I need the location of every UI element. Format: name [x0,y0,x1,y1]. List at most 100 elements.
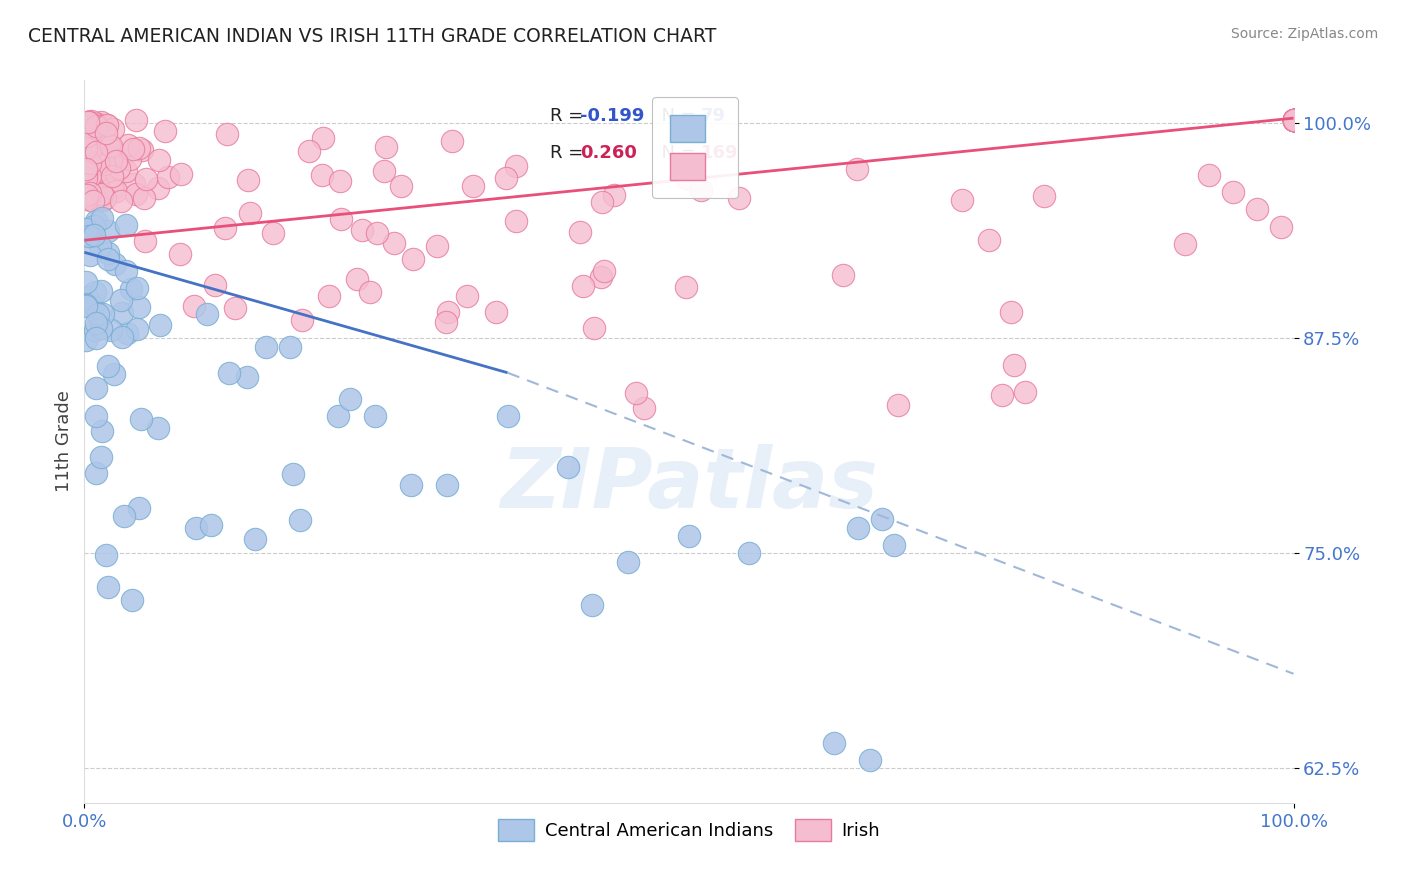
Point [84,147,107,161]
Point [100,153,122,167]
Point [1014,384,1036,399]
Point [89,117,111,131]
Point [79,229,101,244]
Point [1282,112,1305,127]
Point [86,331,108,345]
Point [589,269,612,284]
Point [100,323,122,337]
Point [859,753,882,767]
Point [426,239,449,253]
Point [846,520,869,534]
Point [243,532,266,546]
Point [262,227,284,241]
Point [111,306,134,320]
Point [155,123,177,137]
Point [75,121,97,136]
Point [115,264,138,278]
Text: R =: R = [550,144,589,161]
Point [236,370,259,384]
Point [75,275,97,289]
Point [1246,202,1268,217]
Point [1282,112,1305,127]
Point [82,185,104,199]
Point [1000,304,1022,318]
Point [103,367,125,381]
Point [84,120,107,134]
Point [75,136,97,151]
Point [373,164,395,178]
Point [689,183,711,197]
Point [75,171,97,186]
Point [100,179,122,194]
Point [1282,112,1305,127]
Text: CENTRAL AMERICAN INDIAN VS IRISH 11TH GRADE CORRELATION CHART: CENTRAL AMERICAN INDIAN VS IRISH 11TH GR… [28,27,717,45]
Point [96,119,118,133]
Text: 0.260: 0.260 [581,144,637,161]
Point [291,313,314,327]
Point [633,401,655,416]
Point [495,170,517,185]
Point [91,307,114,321]
Point [75,171,97,186]
Y-axis label: 11th Grade: 11th Grade [55,391,73,492]
Point [122,177,145,191]
Point [582,321,605,335]
Point [97,581,120,595]
Point [456,288,478,302]
Point [75,334,97,348]
Point [129,412,152,426]
Point [101,169,124,183]
Point [1282,112,1305,127]
Point [131,143,153,157]
Point [104,154,127,169]
Point [991,388,1014,402]
Point [75,141,97,155]
Point [183,299,205,313]
Point [75,114,97,128]
Point [1282,112,1305,127]
Point [602,187,624,202]
Point [84,285,107,300]
Point [82,300,104,314]
Point [90,187,112,202]
Point [128,141,150,155]
Point [568,225,591,239]
Point [82,117,104,131]
Point [75,162,97,177]
Point [101,182,124,196]
Text: -0.199: -0.199 [581,107,644,125]
Point [103,122,125,136]
Point [1002,359,1025,373]
Point [83,219,105,233]
Point [122,142,145,156]
Point [125,322,148,336]
Point [382,235,405,250]
Point [90,284,112,298]
Point [148,153,170,168]
Point [77,115,100,129]
Point [678,529,700,543]
Point [100,150,122,164]
Point [572,278,595,293]
Point [675,280,697,294]
Point [591,195,613,210]
Point [115,326,138,340]
Point [254,340,277,354]
Text: R =: R = [550,107,589,125]
Point [312,131,335,145]
Point [97,359,120,374]
Point [359,285,381,300]
Point [505,214,527,228]
Point [1282,112,1305,127]
Point [329,174,352,188]
Point [120,282,142,296]
Point [94,191,117,205]
Point [436,477,458,491]
Point [363,409,385,423]
Point [115,218,138,232]
Point [1282,112,1305,127]
Point [204,278,226,293]
Point [96,118,118,132]
Point [114,164,136,178]
Point [1282,112,1305,127]
